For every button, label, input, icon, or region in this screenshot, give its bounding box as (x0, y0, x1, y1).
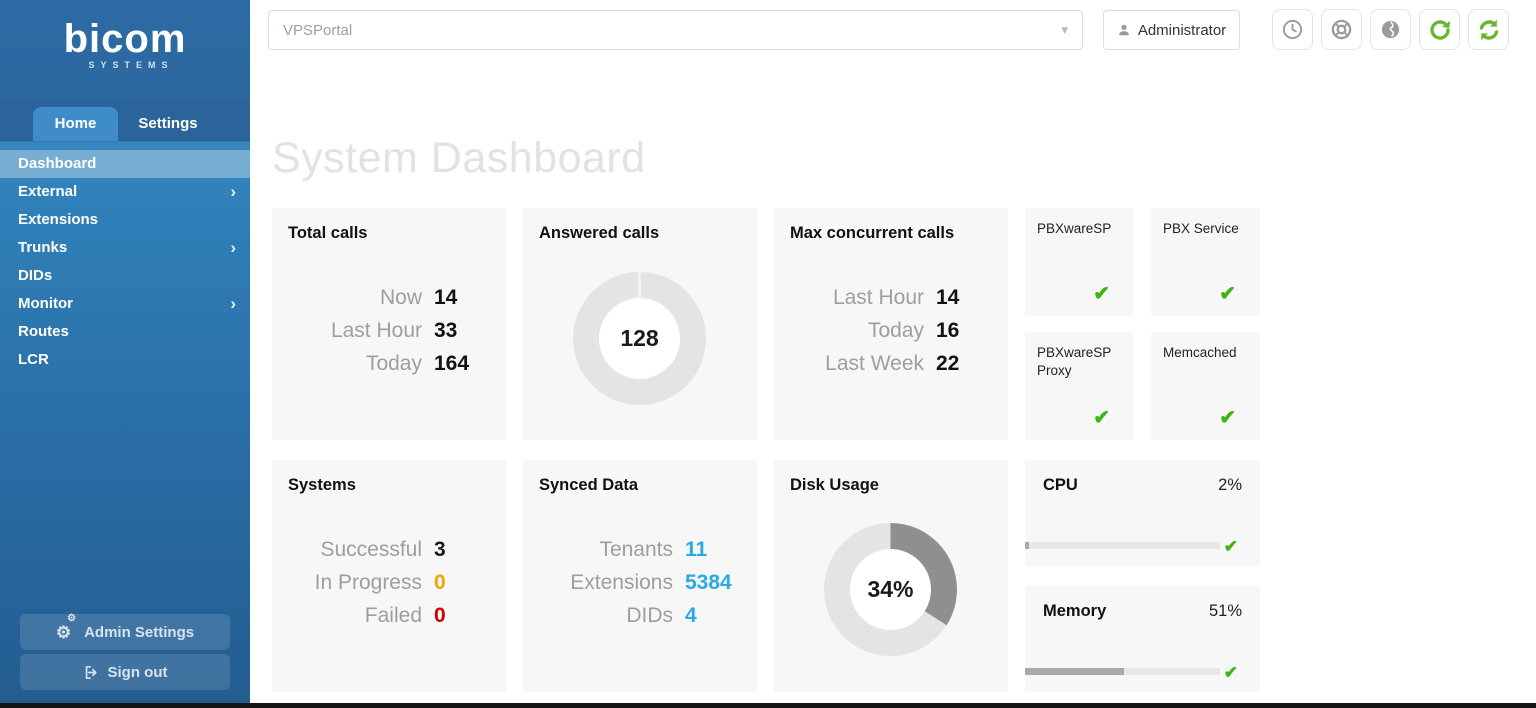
sidebar-item-dashboard[interactable]: Dashboard (0, 150, 250, 178)
sidebar-item-routes[interactable]: Routes (18, 323, 69, 340)
disk-usage-donut: 34% (824, 523, 957, 656)
cpu-progress-bar (1025, 542, 1220, 549)
donut-center-value: 128 (620, 325, 659, 351)
chevron-down-icon: ▾ (1061, 22, 1068, 37)
card-title: Total calls (288, 224, 368, 242)
sidebar-item-lcr[interactable]: LCR (18, 351, 49, 368)
history-icon[interactable] (1272, 9, 1313, 50)
tab-home[interactable]: Home (33, 107, 118, 141)
check-icon: ✔ (1219, 407, 1236, 429)
chevron-right-icon: › (230, 294, 236, 313)
main-content: VPSPortal ▾ Administrator (250, 0, 1536, 708)
answered-calls-donut: 128 (573, 272, 706, 405)
disk-usage-card: Disk Usage 34% (774, 460, 1008, 692)
sidebar-tabs: Home Settings (0, 107, 250, 141)
check-icon: ✔ (1223, 537, 1238, 556)
chevron-right-icon: › (230, 182, 236, 201)
stat-row: Today 16 (867, 319, 960, 342)
stat-row: Failed 0 (364, 604, 446, 627)
card-title: Disk Usage (790, 476, 879, 494)
brand-logo: bicom SYSTEMS (0, 0, 250, 70)
stat-row: Tenants 11 (599, 538, 708, 561)
sidebar: bicom SYSTEMS Home Settings Dashboard Ex… (0, 0, 250, 708)
stat-row: DIDs 4 (626, 604, 697, 627)
stat-row: Successful 3 (320, 538, 446, 561)
brand-logo-subtext: SYSTEMS (88, 60, 174, 70)
admin-settings-button[interactable]: ⚙ ⚙ Admin Settings (20, 612, 230, 650)
stat-row: Today 164 (365, 352, 470, 375)
card-title: Memory (1043, 602, 1107, 620)
service-tile-pbxwaresp-proxy: PBXwareSP Proxy ✔ (1025, 332, 1134, 440)
user-icon (1117, 23, 1131, 37)
check-icon: ✔ (1093, 407, 1110, 429)
topbar-icon-buttons (1272, 9, 1509, 50)
stat-row: Now 14 (379, 286, 458, 309)
sidebar-item-dids[interactable]: DIDs (18, 267, 53, 284)
sign-out-button[interactable]: Sign out (20, 654, 230, 690)
sign-out-icon (83, 664, 100, 681)
card-title: Synced Data (539, 476, 639, 494)
brand-logo-text: bicom (63, 17, 187, 61)
memory-percent-value: 51% (1208, 602, 1242, 620)
donut-notch (638, 272, 641, 299)
synced-data-card: Synced Data Tenants 11 Extensions 5384 DID… (523, 460, 757, 692)
tab-settings[interactable]: Settings (138, 115, 198, 132)
check-icon: ✔ (1219, 283, 1236, 305)
administrator-button[interactable]: Administrator (1103, 10, 1240, 50)
total-calls-card: Total calls Now 14 Last Hour 33 Today 164 (272, 208, 506, 440)
card-title: CPU (1043, 476, 1078, 494)
stat-row: In Progress 0 (314, 571, 446, 594)
portal-select[interactable]: VPSPortal ▾ (268, 10, 1083, 50)
memory-progress-bar (1025, 668, 1220, 675)
check-icon: ✔ (1093, 283, 1110, 305)
window-bottom-edge (0, 703, 1536, 708)
sync-icon[interactable] (1468, 9, 1509, 50)
gears-icon: ⚙ ⚙ (55, 612, 77, 642)
service-tile-memcached: Memcached ✔ (1151, 332, 1260, 440)
donut-center-value: 34% (867, 576, 914, 602)
sidebar-menu: Dashboard External › Extensions Trunks ›… (0, 150, 250, 374)
sidebar-item-monitor[interactable]: Monitor › (0, 290, 250, 318)
globe-icon[interactable] (1370, 9, 1411, 50)
sidebar-item-external[interactable]: External › (0, 178, 250, 206)
service-tile-pbx-service: PBX Service ✔ (1151, 208, 1260, 316)
refresh-icon[interactable] (1419, 9, 1460, 50)
support-icon[interactable] (1321, 9, 1362, 50)
sidebar-item-extensions[interactable]: Extensions (18, 211, 99, 228)
memory-card: Memory 51% ✔ (1025, 586, 1260, 692)
card-title: Answered calls (539, 224, 660, 242)
portal-select-value: VPSPortal (283, 21, 353, 39)
chevron-right-icon: › (230, 238, 236, 257)
answered-calls-card: Answered calls 128 (523, 208, 757, 440)
max-concurrent-calls-card: Max concurrent calls Last Hour 14 Today 16… (774, 208, 1008, 440)
stat-row: Last Week 22 (825, 352, 960, 375)
cpu-card: CPU 2% ✔ (1025, 460, 1260, 566)
cpu-percent-value: 2% (1218, 476, 1242, 494)
stat-row: Last Hour 14 (832, 286, 960, 309)
check-icon: ✔ (1223, 663, 1238, 682)
page-title: System Dashboard (272, 134, 646, 182)
stat-row: Extensions 5384 (570, 571, 732, 594)
service-tile-pbxwaresp: PBXwareSP ✔ (1025, 208, 1134, 316)
stat-row: Last Hour 33 (330, 319, 458, 342)
card-title: Systems (288, 476, 356, 494)
sidebar-item-trunks[interactable]: Trunks › (0, 234, 250, 262)
systems-card: Systems Successful 3 In Progress 0 Failed 0 (272, 460, 506, 692)
card-title: Max concurrent calls (790, 224, 955, 242)
